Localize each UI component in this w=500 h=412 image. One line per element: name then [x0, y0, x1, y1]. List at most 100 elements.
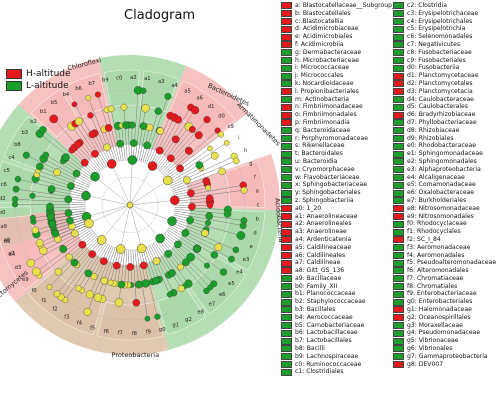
key-swatch: [281, 251, 292, 259]
node-label: f5: [90, 325, 95, 331]
key-entry: c7: Negativicutes: [393, 41, 496, 49]
leaf-node: [190, 106, 200, 115]
key-entry: d3: Planctomycetacia: [393, 88, 496, 96]
branch: [166, 148, 211, 180]
branch: [35, 216, 87, 231]
branch: [134, 249, 139, 285]
branch: [146, 130, 160, 164]
branch: [87, 246, 114, 312]
branch: [110, 108, 122, 161]
branch: [153, 243, 182, 289]
key-entry: d8: Rhizobiaceae: [393, 127, 496, 135]
inner-node: [53, 168, 61, 177]
branch: [173, 216, 241, 236]
inner-node: [67, 182, 75, 190]
key-entry: m: Actinobacteria: [281, 96, 399, 104]
key-swatch: [393, 134, 404, 142]
inner-node: [66, 216, 74, 225]
key-label: c: Blastocatellia: [295, 17, 344, 25]
key-label: m: Actinobacteria: [295, 95, 350, 103]
key-swatch: [281, 267, 292, 275]
node-label: e7: [209, 301, 216, 307]
node-label: f3: [64, 314, 69, 320]
leaf-node: [236, 231, 246, 240]
key-entry: e5: Comamonadaceae: [393, 181, 496, 189]
key-entry: l: Propionibacteriales: [281, 88, 399, 96]
leaf-node: [223, 139, 230, 146]
key-swatch: [393, 205, 404, 213]
key-label: d5: Caulobacterales: [407, 103, 468, 111]
root-node: [126, 201, 134, 209]
key-label: b8: Bacilli: [295, 345, 325, 353]
leaf-node: [177, 263, 184, 271]
node-label: c: [257, 202, 260, 208]
key-swatch: [281, 142, 292, 150]
branch: [136, 108, 146, 161]
leaf-node: [223, 210, 232, 218]
inner-node: [80, 158, 89, 167]
leaf-node: [207, 145, 213, 152]
key-entry: f7: Chromatiaceae: [393, 275, 496, 283]
branch: [167, 142, 227, 181]
branch: [165, 232, 208, 266]
root-branch: [104, 204, 131, 237]
key-label: f: Acidimicrobiia: [295, 40, 344, 48]
key-swatch: [393, 290, 404, 298]
key-entry: r: Porphyromonadaceae: [281, 135, 399, 143]
branch: [172, 171, 223, 190]
branch: [169, 225, 232, 260]
node-label: b8: [14, 142, 21, 148]
branch: [132, 90, 139, 161]
key-label: y: Sphingobacteriales: [295, 189, 361, 197]
leaf-node: [219, 268, 228, 276]
node-label: d3: [15, 265, 22, 271]
key-entry: g7: Gammaproteobacteria: [393, 353, 496, 361]
tree-branches: [14, 89, 246, 321]
key-swatch: [393, 10, 404, 18]
node-label: f7: [118, 331, 123, 337]
key-swatch: [393, 361, 404, 369]
key-entry: a3: Anaerolineae: [281, 228, 399, 236]
key-swatch: [393, 150, 404, 158]
branch: [123, 107, 128, 161]
key-label: u: Bacteroidia: [295, 157, 338, 165]
branch: [151, 119, 179, 166]
branch: [50, 206, 86, 209]
key-entry: b1: Planococcaceae: [281, 290, 399, 298]
key-label: a5: Caldilineaceae: [295, 243, 352, 251]
key-entry: g0: Enterobacteriales: [393, 298, 496, 306]
branch: [94, 133, 111, 165]
key-entry: e7: Burkholderiales: [393, 197, 496, 205]
leaf-node: [228, 255, 235, 263]
node-label: a7: [8, 251, 14, 257]
node-label: b: [256, 217, 260, 223]
cladogram-title: Cladogram: [124, 8, 196, 23]
inner-node: [51, 229, 60, 238]
key-label: g0: Enterobacteriales: [407, 298, 473, 306]
key-entry: b0: Family_XII: [281, 283, 399, 291]
branch: [71, 126, 104, 169]
inner-node: [112, 261, 121, 270]
node-label: f9: [146, 330, 151, 336]
node-label: c4: [8, 155, 15, 161]
key-label: o: Fimbriimonadales: [295, 111, 357, 119]
branch: [128, 125, 130, 161]
leaf-node: [177, 284, 185, 293]
key-label: c0: Ruminococcaceae: [295, 360, 362, 368]
key-swatch: [281, 329, 292, 337]
phylum-node: [155, 233, 165, 244]
branch: [174, 197, 210, 202]
key-swatch: [281, 197, 292, 205]
leaf-node: [205, 219, 211, 226]
key-label: b3: Bacillales: [295, 306, 336, 314]
key-label: x: Sphingobacteriaceae: [295, 181, 367, 189]
key-entry: g4: Pseudomonadaceae: [393, 329, 496, 337]
key-swatch: [281, 72, 292, 80]
branch: [165, 134, 222, 178]
inner-node: [155, 146, 164, 155]
key-entry: a2: Anaerolineales: [281, 220, 399, 228]
key-entry: k: Nocardioidaceae: [281, 80, 399, 88]
leaf-node: [140, 87, 147, 94]
key-swatch: [393, 80, 404, 88]
node-label: e: [250, 244, 253, 250]
